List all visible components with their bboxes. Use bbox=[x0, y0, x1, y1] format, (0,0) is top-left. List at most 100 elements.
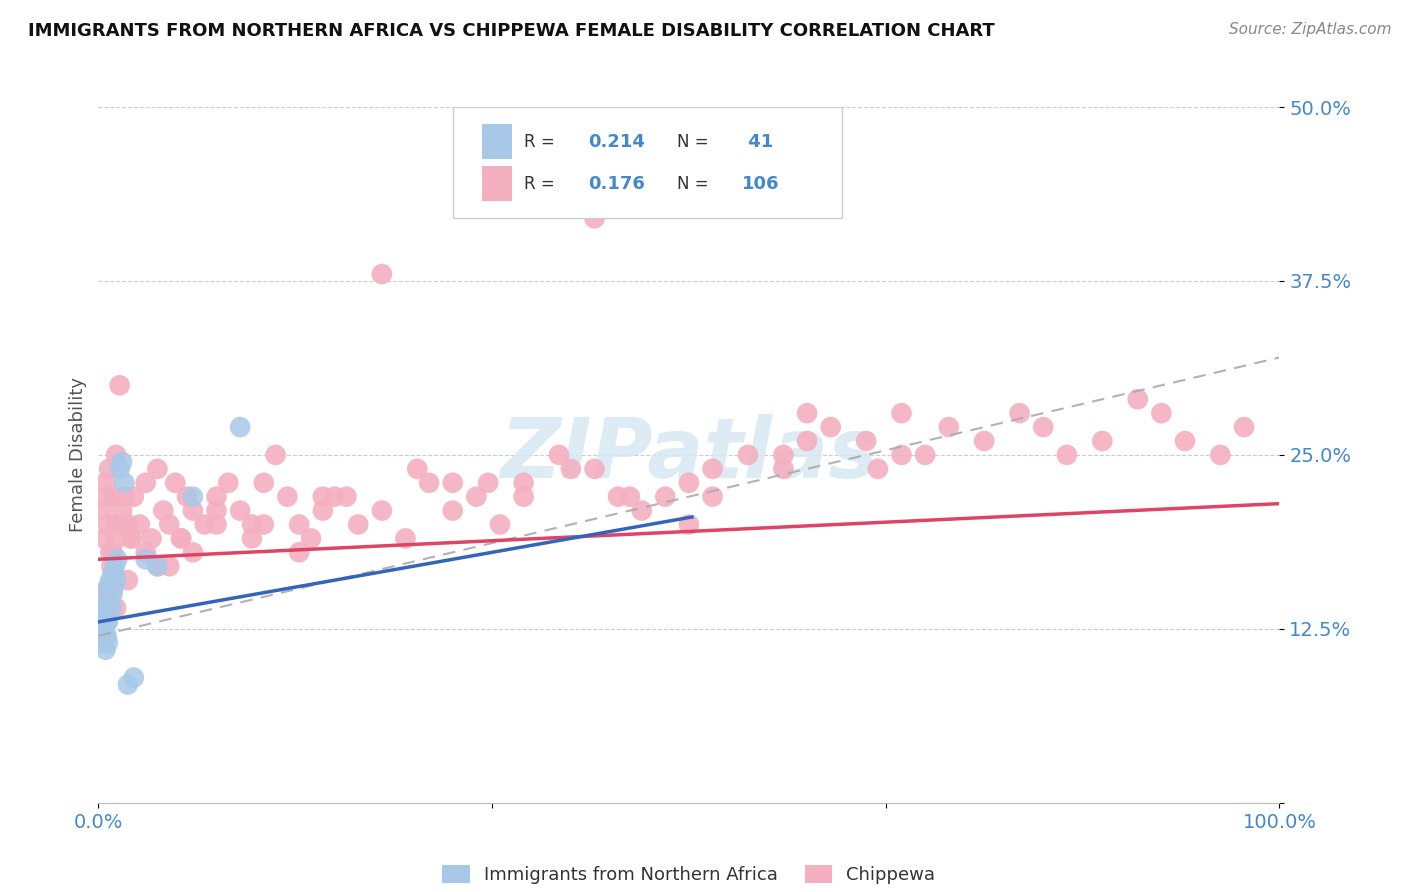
Point bbox=[146, 462, 169, 476]
Point bbox=[117, 517, 139, 532]
Point bbox=[91, 503, 114, 517]
Point bbox=[406, 462, 429, 476]
Point bbox=[97, 615, 120, 629]
Point bbox=[98, 462, 121, 476]
Point bbox=[536, 184, 558, 198]
Point bbox=[101, 587, 124, 601]
Text: R =: R = bbox=[523, 175, 560, 193]
Point bbox=[170, 532, 193, 546]
Point bbox=[560, 462, 582, 476]
Point bbox=[335, 490, 357, 504]
Legend: Immigrants from Northern Africa, Chippewa: Immigrants from Northern Africa, Chippew… bbox=[436, 857, 942, 891]
Point bbox=[94, 594, 117, 608]
Point bbox=[288, 545, 311, 559]
Point bbox=[94, 615, 117, 629]
Point bbox=[772, 448, 794, 462]
Point bbox=[96, 629, 118, 643]
Text: 41: 41 bbox=[742, 133, 773, 151]
Point bbox=[253, 475, 276, 490]
Text: ZIPatlas: ZIPatlas bbox=[501, 415, 877, 495]
Point bbox=[253, 517, 276, 532]
Point bbox=[1032, 420, 1054, 434]
Point bbox=[1126, 392, 1149, 407]
Point bbox=[91, 629, 114, 643]
Point bbox=[96, 601, 118, 615]
Point bbox=[98, 545, 121, 559]
Point bbox=[105, 552, 128, 566]
Point bbox=[418, 475, 440, 490]
Point bbox=[820, 420, 842, 434]
Point bbox=[938, 420, 960, 434]
Point bbox=[157, 559, 180, 574]
Point bbox=[100, 580, 122, 594]
Point bbox=[103, 580, 125, 594]
Point bbox=[1091, 434, 1114, 448]
Point bbox=[441, 475, 464, 490]
Point bbox=[91, 636, 114, 650]
Point bbox=[141, 532, 163, 546]
Point bbox=[96, 490, 118, 504]
Point bbox=[105, 448, 128, 462]
Bar bbox=[482, 166, 512, 201]
Point bbox=[93, 532, 115, 546]
Point bbox=[101, 545, 124, 559]
Point bbox=[737, 448, 759, 462]
Bar bbox=[482, 124, 512, 159]
Point bbox=[181, 545, 204, 559]
Point bbox=[217, 475, 239, 490]
Point bbox=[97, 636, 120, 650]
Point bbox=[371, 267, 394, 281]
Point bbox=[104, 559, 127, 574]
Point bbox=[890, 406, 912, 420]
Point bbox=[194, 517, 217, 532]
Point bbox=[97, 580, 120, 594]
Text: R =: R = bbox=[523, 133, 560, 151]
Point bbox=[94, 475, 117, 490]
Point bbox=[772, 462, 794, 476]
Point bbox=[117, 677, 139, 691]
Point bbox=[90, 607, 112, 622]
Point bbox=[157, 517, 180, 532]
Point bbox=[465, 490, 488, 504]
Point bbox=[264, 448, 287, 462]
Point bbox=[855, 434, 877, 448]
Point bbox=[100, 559, 122, 574]
Point bbox=[97, 517, 120, 532]
Point bbox=[914, 448, 936, 462]
Point bbox=[489, 517, 512, 532]
Point bbox=[165, 475, 187, 490]
Text: N =: N = bbox=[678, 175, 714, 193]
Point bbox=[101, 566, 124, 581]
Text: N =: N = bbox=[678, 133, 714, 151]
Point bbox=[276, 490, 298, 504]
Point bbox=[654, 490, 676, 504]
Point bbox=[347, 517, 370, 532]
Point bbox=[108, 462, 131, 476]
Point bbox=[91, 601, 114, 615]
Point bbox=[323, 490, 346, 504]
Point bbox=[93, 615, 115, 629]
Point bbox=[93, 629, 115, 643]
Point bbox=[312, 490, 335, 504]
Point bbox=[121, 532, 143, 546]
Point bbox=[98, 594, 121, 608]
Point bbox=[312, 503, 335, 517]
Text: 0.176: 0.176 bbox=[589, 175, 645, 193]
Point bbox=[176, 490, 198, 504]
Point bbox=[135, 552, 157, 566]
Point bbox=[205, 490, 228, 504]
Point bbox=[98, 573, 121, 587]
Text: 0.214: 0.214 bbox=[589, 133, 645, 151]
Point bbox=[181, 490, 204, 504]
Point bbox=[122, 671, 145, 685]
Point bbox=[105, 573, 128, 587]
Point bbox=[96, 615, 118, 629]
Point bbox=[121, 532, 143, 546]
Point bbox=[583, 211, 606, 226]
Point bbox=[108, 378, 131, 392]
Point bbox=[441, 503, 464, 517]
Point bbox=[477, 475, 499, 490]
Point bbox=[152, 503, 174, 517]
Point bbox=[205, 517, 228, 532]
Point bbox=[111, 503, 134, 517]
